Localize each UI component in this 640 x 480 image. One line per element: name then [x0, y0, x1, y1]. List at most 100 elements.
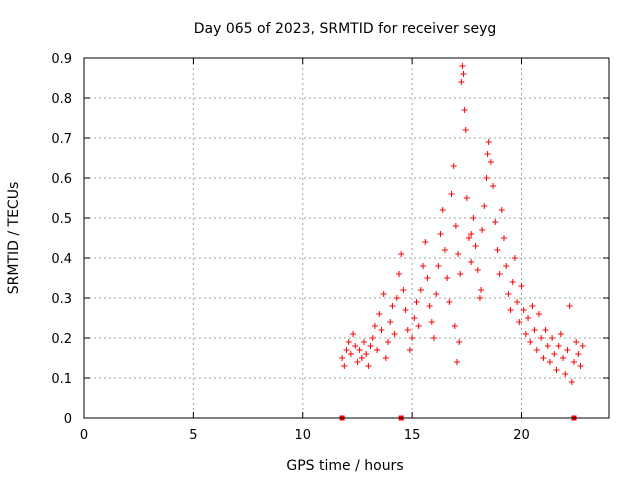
data-point: [339, 355, 346, 361]
x-tick-label: 10: [294, 428, 311, 443]
data-point: [490, 183, 497, 189]
data-point: [451, 323, 458, 329]
data-point: [551, 351, 558, 357]
data-point: [458, 79, 465, 85]
data-point: [456, 339, 463, 345]
data-point: [369, 335, 376, 341]
data-point: [400, 287, 407, 293]
data-point: [511, 255, 518, 261]
data-point: [455, 251, 462, 257]
y-tick-label: 0.8: [51, 92, 72, 107]
data-point: [356, 347, 363, 353]
x-axis-label: GPS time / hours: [286, 458, 403, 474]
y-tick-label: 0.1: [51, 372, 72, 387]
data-point: [413, 299, 420, 305]
data-point: [575, 351, 582, 357]
data-point: [437, 231, 444, 237]
data-point: [411, 315, 418, 321]
data-point: [371, 323, 378, 329]
data-point: [505, 291, 512, 297]
data-point: [494, 247, 501, 253]
y-tick-label: 0.5: [51, 212, 72, 227]
data-point: [527, 339, 534, 345]
data-point: [448, 191, 455, 197]
x-tick-label: 0: [80, 428, 88, 443]
data-point: [483, 175, 490, 181]
data-point: [350, 331, 357, 337]
y-tick-label: 0.6: [51, 172, 72, 187]
data-point: [555, 343, 562, 349]
data-point: [498, 207, 505, 213]
data-point: [462, 127, 469, 133]
data-point: [341, 363, 348, 369]
data-point: [426, 303, 433, 309]
data-point: [479, 227, 486, 233]
x-tick-label: 15: [404, 428, 421, 443]
data-point: [361, 339, 367, 345]
data-point: [404, 327, 411, 333]
data-point: [568, 379, 575, 385]
data-point: [468, 259, 475, 265]
data-point: [487, 159, 494, 165]
y-tick-label: 0.7: [51, 132, 72, 147]
data-point: [531, 327, 538, 333]
grid-lines: [84, 57, 609, 418]
tick-labels: 0 5 10 15 20 0 0.1 0.2 0.3 0.4 0.5 0.6 0.7 0.8 0.9: [51, 52, 529, 443]
data-point: [468, 231, 475, 237]
data-point: [529, 303, 536, 309]
y-tick-label: 0.9: [51, 52, 72, 67]
data-point: [428, 319, 435, 325]
data-point: [389, 303, 396, 309]
data-point: [564, 347, 571, 353]
data-point: [466, 235, 472, 241]
data-point: [522, 331, 529, 337]
data-point: [374, 347, 381, 353]
data-point: [433, 291, 440, 297]
data-point: [549, 335, 556, 341]
data-point: [459, 63, 466, 69]
data-point: [566, 303, 573, 309]
data-point: [345, 339, 352, 345]
data-point: [439, 207, 446, 213]
data-point: [376, 311, 383, 317]
y-tick-label: 0.4: [51, 252, 72, 267]
data-point: [557, 331, 564, 337]
data-point: [391, 331, 398, 337]
data-point: [450, 163, 457, 169]
data-point: [533, 347, 540, 353]
data-point: [571, 359, 577, 365]
data-point: [573, 339, 580, 345]
data-point: [406, 347, 413, 353]
data-point: [460, 71, 467, 77]
data-points: [339, 63, 586, 385]
data-point: [435, 263, 442, 269]
data-point: [367, 343, 374, 349]
data-point: [352, 343, 359, 349]
data-point: [525, 315, 532, 321]
axis-ticks: [83, 57, 609, 419]
chart-title: Day 065 of 2023, SRMTID for receiver sey…: [194, 21, 497, 37]
data-point: [496, 271, 503, 277]
data-point: [444, 275, 451, 281]
data-point: [520, 307, 527, 313]
plot-frame: [83, 57, 610, 419]
y-axis-label: SRMTID / TECUs: [6, 182, 22, 295]
data-point: [472, 243, 479, 249]
data-point: [385, 339, 392, 345]
data-point: [474, 267, 481, 273]
x-tick-label: 5: [189, 428, 197, 443]
data-point: [470, 215, 477, 221]
y-tick-label: 0.3: [51, 292, 72, 307]
data-point: [503, 263, 510, 269]
data-point: [536, 311, 542, 317]
data-point: [509, 279, 516, 285]
data-point: [579, 343, 586, 349]
data-point: [452, 223, 459, 229]
data-point: [363, 351, 370, 357]
data-point: [358, 355, 365, 361]
data-point: [463, 195, 470, 201]
y-tick-label: 0.2: [51, 332, 72, 347]
data-point: [501, 235, 507, 241]
data-point: [378, 327, 385, 333]
